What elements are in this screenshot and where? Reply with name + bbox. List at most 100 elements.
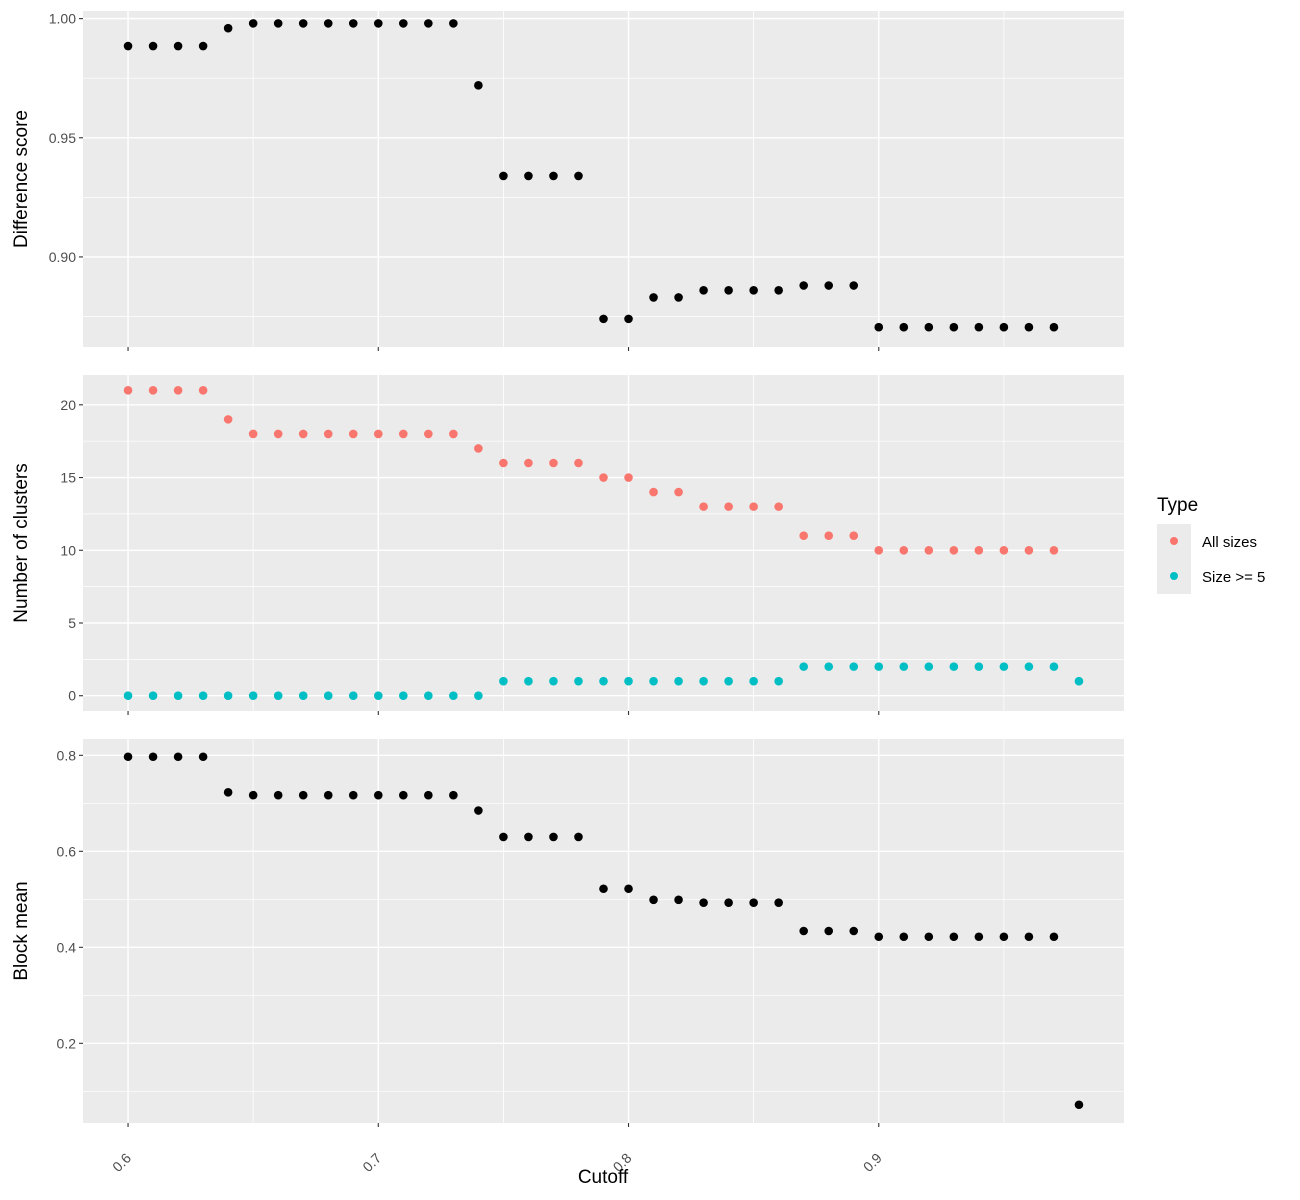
data-point xyxy=(999,932,1009,942)
data-point xyxy=(524,832,533,842)
data-point xyxy=(298,691,308,701)
data-point xyxy=(1074,676,1084,686)
data-point xyxy=(323,691,333,701)
data-point xyxy=(774,285,783,295)
data-point xyxy=(749,285,758,295)
y-tick-label: 10 xyxy=(60,542,76,558)
data-point xyxy=(724,502,733,511)
legend-title: Type xyxy=(1157,495,1198,516)
y-axis-title: Block mean xyxy=(11,881,32,980)
data-point xyxy=(323,429,333,439)
data-point xyxy=(724,285,733,295)
data-point xyxy=(1024,545,1034,555)
data-point xyxy=(399,790,408,800)
data-point xyxy=(273,429,283,439)
data-point xyxy=(198,385,208,395)
data-point xyxy=(323,19,333,28)
panel-3: 0.2 0.4 0.6 0.8 Block mean xyxy=(11,739,1124,1127)
y-tick-label: 0 xyxy=(68,688,76,704)
data-point xyxy=(1024,662,1034,671)
data-point xyxy=(173,41,183,51)
series-1 xyxy=(123,385,1059,555)
data-point xyxy=(1049,545,1059,555)
data-point xyxy=(148,385,158,395)
data-point xyxy=(849,926,859,936)
data-point xyxy=(348,691,358,701)
data-point xyxy=(424,429,433,439)
data-point xyxy=(348,19,358,28)
data-point xyxy=(749,676,758,686)
data-point xyxy=(524,676,533,686)
y-tick-label: 0.95 xyxy=(49,130,76,146)
data-point xyxy=(373,691,383,701)
data-point xyxy=(599,884,608,894)
data-point xyxy=(348,790,358,800)
data-point xyxy=(824,531,834,541)
data-point xyxy=(599,676,608,686)
data-point xyxy=(874,932,884,942)
data-point xyxy=(424,790,433,800)
data-point xyxy=(649,895,658,905)
data-point xyxy=(373,790,383,800)
data-point xyxy=(449,790,458,800)
data-point xyxy=(373,19,383,28)
data-point xyxy=(123,41,133,51)
data-point xyxy=(774,502,783,511)
data-point xyxy=(849,281,859,290)
data-point xyxy=(1049,662,1059,671)
data-point xyxy=(1049,322,1059,332)
series-1 xyxy=(123,19,1059,332)
data-point xyxy=(824,281,834,290)
data-point xyxy=(123,752,133,762)
data-point xyxy=(148,691,158,701)
data-point xyxy=(148,41,158,51)
x-axis-title: Cutoff xyxy=(578,1167,629,1188)
data-point xyxy=(924,932,934,942)
data-point xyxy=(899,932,909,942)
panel-background xyxy=(83,11,1124,347)
data-point xyxy=(624,676,633,686)
data-point xyxy=(248,19,258,28)
legend-key-size-5 xyxy=(1170,572,1178,580)
data-point xyxy=(974,322,984,332)
data-point xyxy=(399,429,408,439)
data-point xyxy=(649,676,658,686)
x-axis: 0.6 0.7 0.8 0.9 xyxy=(109,1150,885,1175)
panel-1: 0.90 0.95 1.00 Difference score xyxy=(11,11,1124,351)
data-point xyxy=(699,898,708,907)
series-2 xyxy=(123,662,1084,701)
data-point xyxy=(449,19,458,28)
y-tick-label: 20 xyxy=(60,397,76,413)
data-point xyxy=(624,314,633,324)
data-point xyxy=(999,322,1009,332)
data-point xyxy=(899,322,909,332)
data-point xyxy=(799,662,808,671)
data-point xyxy=(674,895,683,905)
data-point xyxy=(874,545,884,555)
legend-key-all-sizes xyxy=(1170,537,1178,545)
data-point xyxy=(424,691,433,701)
data-point xyxy=(724,676,733,686)
data-point xyxy=(273,19,283,28)
data-point xyxy=(474,691,483,701)
data-point xyxy=(524,171,533,181)
data-point xyxy=(824,662,834,671)
legend-label-all-sizes: All sizes xyxy=(1202,534,1257,551)
data-point xyxy=(649,487,658,497)
data-point xyxy=(699,502,708,511)
data-point xyxy=(874,322,884,332)
data-point xyxy=(974,932,984,942)
data-point xyxy=(874,662,884,671)
data-point xyxy=(849,662,859,671)
data-point xyxy=(974,545,984,555)
data-point xyxy=(574,458,583,468)
data-point xyxy=(298,790,308,800)
data-point xyxy=(774,898,783,907)
y-tick-label: 0.90 xyxy=(49,249,76,265)
data-point xyxy=(549,171,558,181)
data-point xyxy=(399,691,408,701)
data-point xyxy=(524,458,533,468)
data-point xyxy=(549,458,558,468)
legend: Type All sizes Size >= 5 xyxy=(1157,495,1265,594)
